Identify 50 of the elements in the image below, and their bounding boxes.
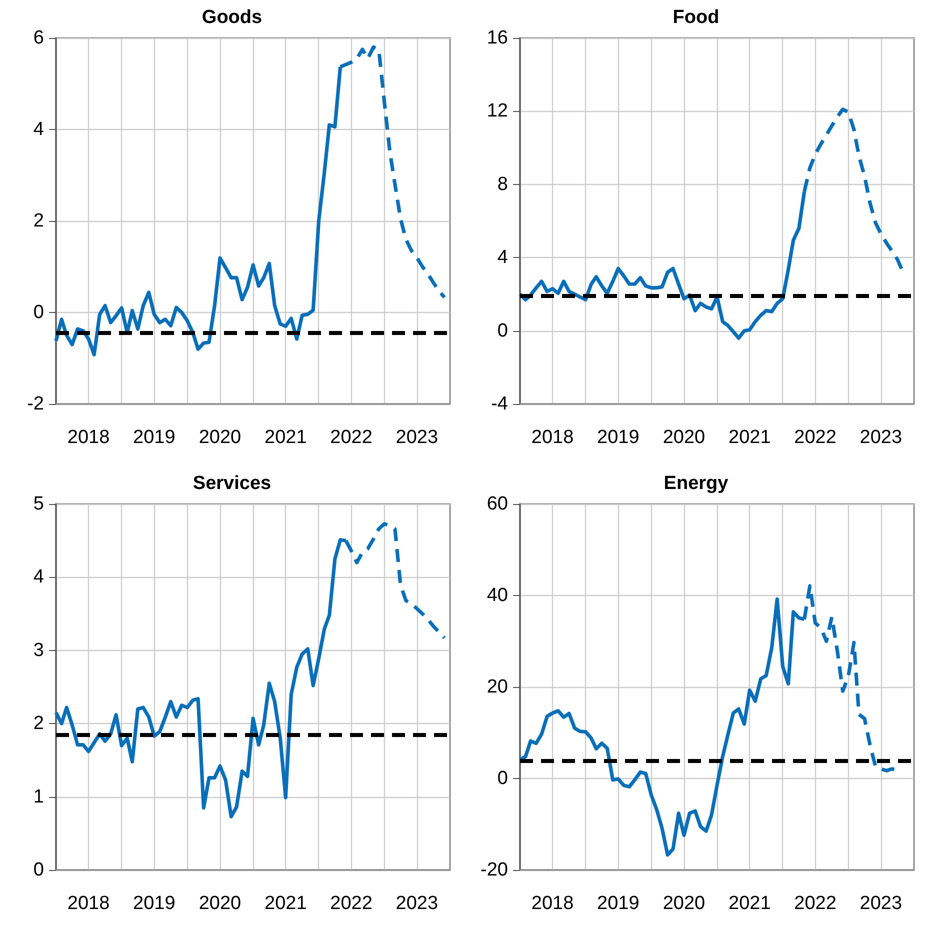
y-tick-label: 4 [497, 247, 508, 268]
x-tick-label: 2023 [860, 893, 902, 914]
x-tick-label: 2019 [133, 427, 176, 448]
chart-title: Energy [664, 473, 729, 494]
x-tick-label: 2020 [198, 427, 242, 448]
x-tick-label: 2023 [396, 427, 438, 448]
chart-title: Goods [202, 7, 262, 28]
x-tick-label: 2018 [67, 427, 110, 448]
y-tick-label: 3 [33, 640, 44, 661]
x-tick-label: 2019 [597, 893, 640, 914]
x-tick-label: 2018 [67, 893, 110, 914]
y-tick-label: 8 [497, 174, 508, 195]
y-tick-label: -4 [491, 394, 508, 414]
x-tick-label: 2022 [794, 893, 836, 914]
x-tick-label: 2023 [860, 427, 902, 448]
x-tick-label: 2019 [133, 893, 176, 914]
x-tick-label: 2022 [794, 427, 836, 448]
x-tick-label: 2021 [264, 893, 307, 914]
y-tick-label: 5 [33, 494, 44, 514]
x-tick-label: 2022 [330, 427, 372, 448]
chart-title: Services [192, 473, 272, 494]
x-tick-label: 2019 [597, 427, 640, 448]
x-tick-label: 2021 [264, 427, 307, 448]
x-tick-label: 2018 [531, 427, 574, 448]
x-tick-label: 2020 [198, 893, 242, 914]
y-tick-label: 12 [486, 100, 508, 122]
x-tick-label: 2021 [728, 893, 771, 914]
x-tick-label: 2021 [728, 427, 771, 448]
y-tick-label: 40 [486, 585, 508, 606]
y-tick-label: 4 [33, 566, 44, 588]
y-tick-label: 2 [33, 713, 44, 734]
y-tick-label: 2 [33, 210, 44, 232]
y-tick-label: -20 [480, 860, 508, 880]
x-tick-label: 2022 [330, 893, 372, 914]
y-tick-label: 0 [497, 320, 508, 342]
y-tick-label: -2 [27, 394, 44, 414]
x-tick-label: 2020 [662, 427, 706, 448]
y-tick-label: 0 [33, 860, 44, 880]
y-tick-label: 16 [486, 28, 508, 48]
y-tick-label: 0 [33, 302, 44, 323]
y-tick-label: 0 [497, 768, 508, 789]
y-tick-label: 60 [486, 494, 508, 514]
y-tick-label: 6 [33, 28, 44, 48]
x-tick-label: 2018 [531, 893, 574, 914]
x-tick-label: 2023 [396, 893, 438, 914]
y-tick-label: 20 [486, 676, 508, 698]
y-tick-label: 1 [33, 786, 44, 808]
y-tick-label: 4 [33, 119, 44, 140]
chart-title: Food [672, 7, 720, 28]
x-tick-label: 2020 [662, 893, 706, 914]
